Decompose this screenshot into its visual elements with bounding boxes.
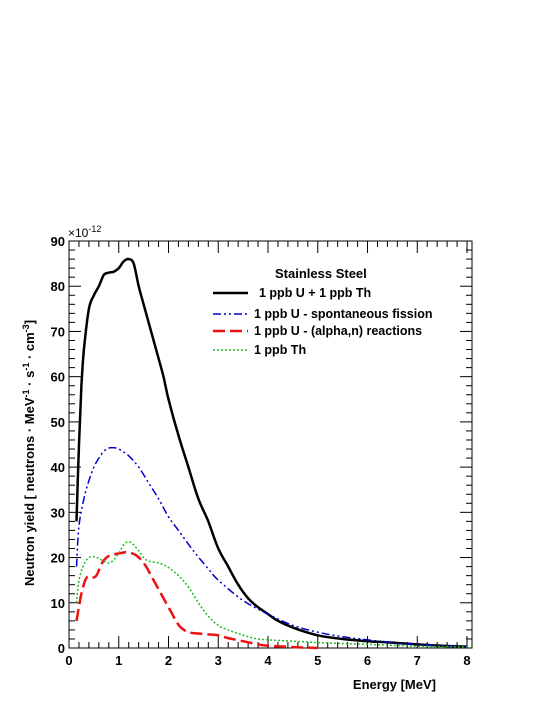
y-tick-label: 0 — [58, 641, 65, 656]
x-tick-label: 0 — [65, 653, 72, 668]
legend-entry-alphan: 1 ppb U - (alpha,n) reactions — [213, 324, 422, 338]
y-tick-label: 80 — [51, 279, 65, 294]
x-tick-label: 6 — [364, 653, 371, 668]
y-axis-title-main: Neutron yield [ neutrons · MeV — [22, 397, 37, 586]
x-tick-label: 4 — [264, 653, 272, 668]
x-tick-label: 8 — [463, 653, 470, 668]
y-tick-label: 60 — [51, 370, 65, 385]
y-tick-label: 50 — [51, 415, 65, 430]
y-axis-title-exp3: -3 — [21, 324, 31, 332]
y-multiplier-base: ×10 — [68, 226, 89, 240]
y-tick-label: 90 — [51, 234, 65, 249]
y-tick-label: 10 — [51, 596, 65, 611]
legend-label-thorium: 1 ppb Th — [254, 343, 306, 357]
legend-label-fission: 1 ppb U - spontaneous fission — [254, 307, 432, 321]
x-tick-label: 5 — [314, 653, 321, 668]
x-tick-label: 2 — [165, 653, 172, 668]
x-tick-label: 3 — [215, 653, 222, 668]
legend-entry-fission: 1 ppb U - spontaneous fission — [213, 307, 432, 321]
y-axis-title-close: ] — [22, 320, 37, 324]
legend: Stainless Steel 1 ppb U + 1 ppb Th 1 ppb… — [213, 266, 432, 357]
plot-frame — [68, 240, 473, 649]
x-tick-label: 1 — [115, 653, 122, 668]
y-axis-title-exp1: -1 — [21, 389, 31, 397]
y-tick-label: 40 — [51, 460, 65, 475]
y-axis-title-exp2: -1 — [21, 363, 31, 371]
x-axis-title: Energy [MeV] — [353, 677, 436, 692]
y-tick-label: 70 — [51, 324, 65, 339]
y-tick-label: 30 — [51, 505, 65, 520]
legend-title: Stainless Steel — [275, 266, 367, 281]
y-multiplier: ×10-12 — [68, 224, 101, 240]
y-axis-title-cm: · cm — [22, 332, 37, 362]
series-layer — [75, 257, 468, 650]
y-multiplier-exp: -12 — [88, 224, 101, 234]
legend-entry-total: 1 ppb U + 1 ppb Th — [213, 286, 371, 300]
series-fission — [75, 446, 468, 648]
legend-label-alphan: 1 ppb U - (alpha,n) reactions — [254, 324, 422, 338]
y-tick-label: 20 — [51, 551, 65, 566]
series-total — [75, 257, 468, 648]
series-thorium — [75, 540, 468, 648]
legend-entry-thorium: 1 ppb Th — [213, 343, 306, 357]
legend-label-total: 1 ppb U + 1 ppb Th — [259, 286, 371, 300]
y-axis-title: Neutron yield [ neutrons · MeV-1 · s-1 ·… — [21, 320, 37, 586]
series-alphan — [75, 550, 318, 650]
x-tick-label: 7 — [414, 653, 421, 668]
y-axis-title-s: · s — [22, 371, 37, 390]
